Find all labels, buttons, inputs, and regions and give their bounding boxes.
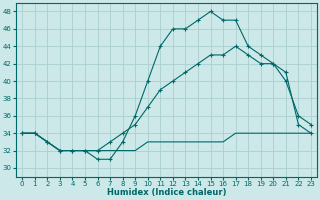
X-axis label: Humidex (Indice chaleur): Humidex (Indice chaleur) xyxy=(107,188,226,197)
